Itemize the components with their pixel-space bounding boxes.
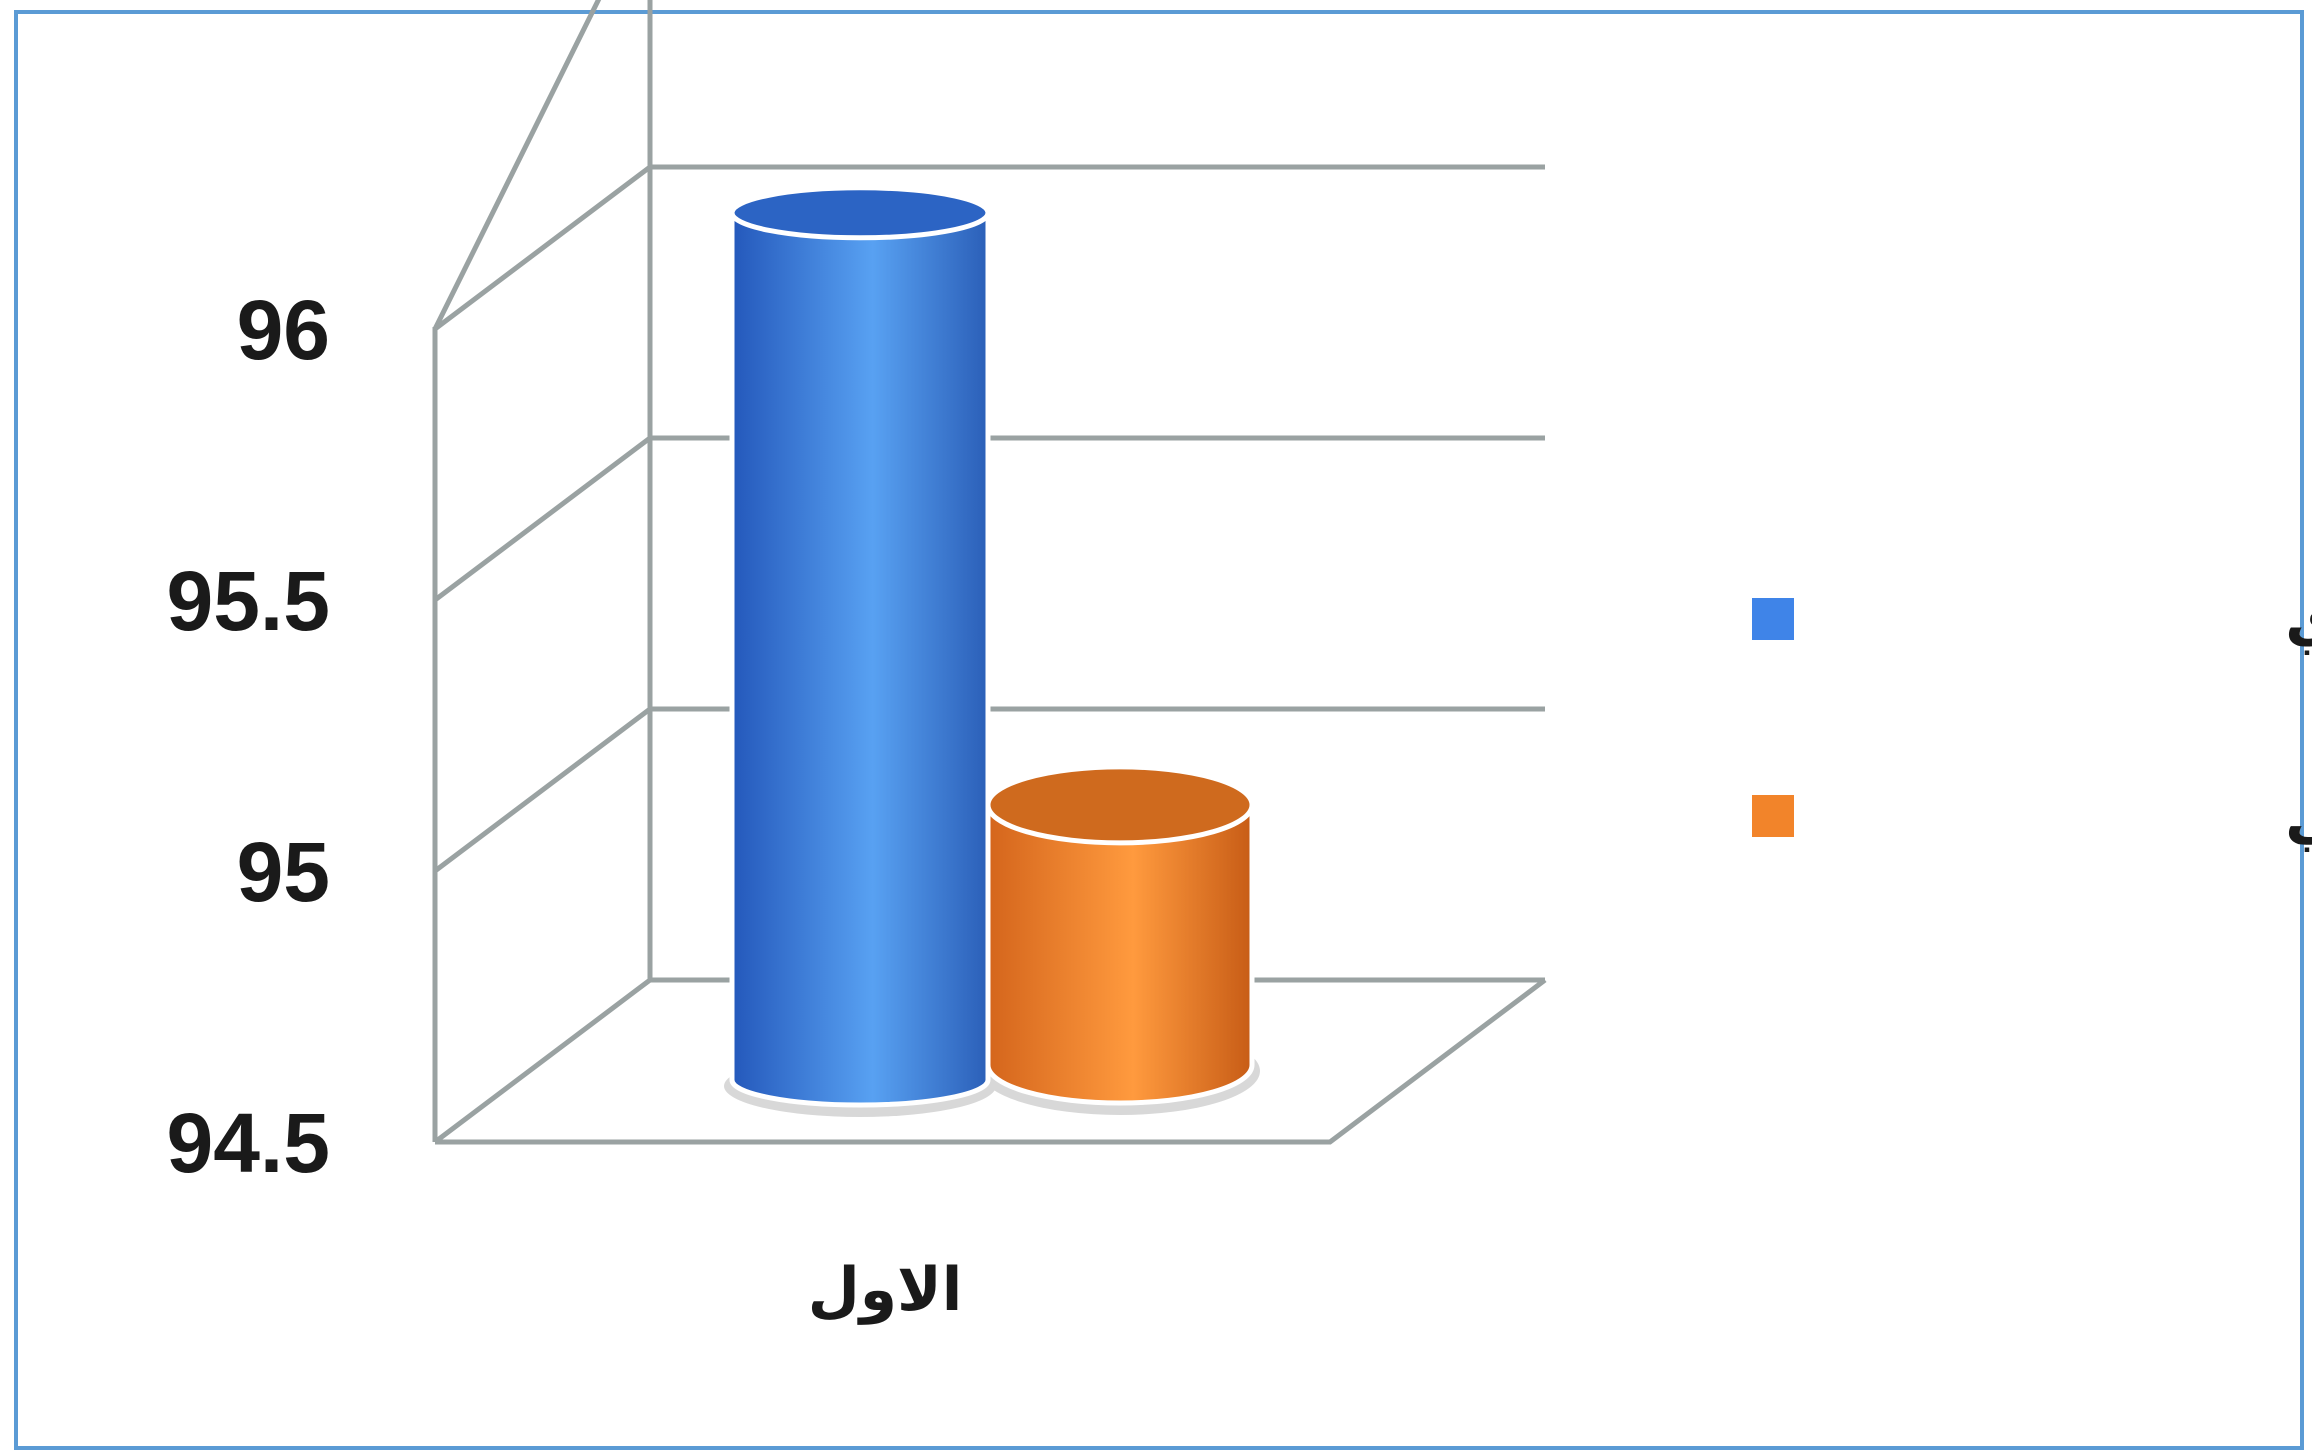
legend: الجانب نظري الجانب عملي: [1752, 582, 2312, 852]
chart-frame: [14, 10, 2304, 1450]
legend-swatch-theoretical: [1752, 598, 1794, 640]
gridline: [433, 706, 1545, 873]
legend-label-theoretical: الجانب نظري: [2285, 582, 2312, 655]
y-tick-label: 95.5: [167, 554, 331, 648]
bar-theoretical: [729, 185, 991, 1108]
bar-top: [985, 764, 1255, 846]
bar-top: [729, 185, 991, 241]
bar-body: [985, 802, 1255, 1106]
bar-practical: [985, 764, 1255, 1106]
gridlines: [432, 0, 1545, 1144]
category-label: الاول: [808, 1255, 963, 1325]
gridline: [433, 164, 1545, 331]
legend-swatch-practical: [1752, 795, 1794, 837]
gridline: [433, 435, 1545, 602]
bars: [724, 185, 1260, 1117]
y-tick-label: 95: [237, 825, 330, 919]
y-tick-label: 96: [237, 283, 330, 377]
legend-label-practical: الجانب عملي: [2285, 779, 2312, 852]
floor-edge: [435, 978, 1547, 1145]
bar-body: [729, 210, 991, 1108]
y-axis-ticks: 94.5 95 95.5 96: [167, 283, 331, 1190]
y-tick-label: 94.5: [167, 1096, 331, 1190]
gridline: [432, 0, 602, 331]
